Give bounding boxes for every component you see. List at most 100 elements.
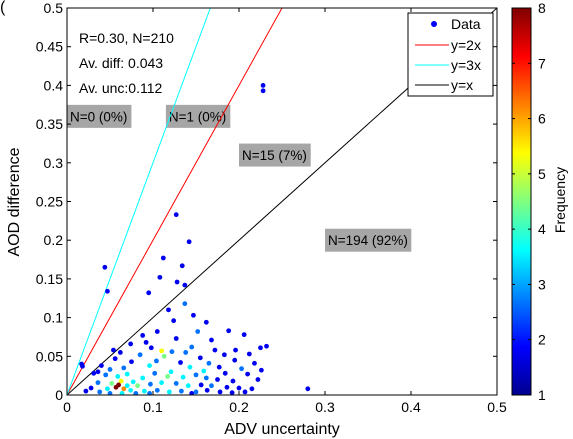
data-point xyxy=(137,352,143,358)
data-point xyxy=(133,391,139,395)
stats-text: R=0.30, N=210 Av. diff: 0.043 Av. unc:0.… xyxy=(79,30,174,96)
data-point xyxy=(121,386,127,392)
data-point xyxy=(102,264,108,270)
data-point xyxy=(140,333,146,338)
data-point xyxy=(187,364,193,370)
data-point xyxy=(305,386,311,392)
data-point xyxy=(95,380,101,386)
x-tick-label: 0.2 xyxy=(229,399,249,415)
data-point xyxy=(111,347,116,353)
data-point xyxy=(159,380,165,386)
data-point xyxy=(241,332,247,338)
data-point xyxy=(260,83,266,88)
y-axis-label: AOD difference xyxy=(6,147,23,256)
data-point xyxy=(178,388,184,394)
colorbar-tick-label: 8 xyxy=(538,0,546,16)
data-point xyxy=(173,336,179,341)
data-point xyxy=(119,391,125,395)
data-point xyxy=(186,239,192,245)
panel-label: ( xyxy=(0,0,6,16)
ref-line-3x xyxy=(67,8,211,395)
data-point xyxy=(124,383,130,389)
legend-label-1x: y=x xyxy=(451,77,473,93)
data-point xyxy=(185,383,191,389)
data-point xyxy=(217,389,223,395)
region-count-label: N=1 (0%) xyxy=(169,109,226,124)
data-point xyxy=(116,382,121,388)
data-point xyxy=(173,380,179,386)
data-point xyxy=(233,347,238,353)
data-point xyxy=(165,374,171,379)
data-point xyxy=(232,357,238,363)
data-point xyxy=(178,360,183,365)
data-point xyxy=(129,359,134,365)
data-point xyxy=(117,350,123,355)
data-point xyxy=(154,387,160,393)
data-point xyxy=(182,282,188,288)
legend: Data y=2x y=3x y=x xyxy=(407,12,494,97)
data-point xyxy=(159,348,165,354)
colorbar-tick-label: 1 xyxy=(538,387,546,403)
data-point xyxy=(201,368,207,374)
data-point xyxy=(189,391,195,395)
data-point xyxy=(168,369,174,375)
data-point xyxy=(216,364,222,370)
data-point xyxy=(142,388,147,394)
colorbar: 1 2 3 4 5 6 7 8 Frequency xyxy=(511,0,568,403)
data-point xyxy=(229,390,235,395)
legend-label-data: Data xyxy=(451,16,481,32)
data-point xyxy=(83,388,89,394)
data-point xyxy=(209,337,214,343)
data-point xyxy=(239,366,244,372)
data-point xyxy=(148,345,154,351)
data-point xyxy=(154,358,159,364)
region-count-label: N=15 (7%) xyxy=(242,148,307,163)
y-tick-label: 0.05 xyxy=(36,348,63,364)
colorbar-gradient xyxy=(511,7,532,396)
x-axis-label: ADV uncertainty xyxy=(224,421,340,438)
data-point xyxy=(258,345,263,351)
data-point xyxy=(193,372,199,378)
data-point xyxy=(154,329,160,334)
data-point xyxy=(189,344,195,350)
data-point xyxy=(246,351,252,357)
data-point xyxy=(171,318,177,324)
data-point xyxy=(222,370,228,376)
data-point xyxy=(249,386,255,392)
colorbar-tick-label: 6 xyxy=(538,111,546,127)
data-point xyxy=(197,355,203,361)
colorbar-tick-label: 2 xyxy=(538,332,546,348)
data-point xyxy=(193,389,199,395)
axis-ticks: 0 0.1 0.2 0.3 0.4 0.5 0 0.05 0.1 0.15 0.2 0.25 0.3 0.… xyxy=(36,0,507,415)
data-point xyxy=(107,391,113,395)
data-point xyxy=(203,375,209,381)
data-point xyxy=(215,377,220,382)
data-point xyxy=(182,301,188,307)
region-count-box xyxy=(165,104,231,128)
y-tick-label: 0.15 xyxy=(36,271,63,287)
data-point xyxy=(146,290,152,296)
data-point xyxy=(173,212,179,218)
data-point xyxy=(95,369,101,375)
data-point xyxy=(130,379,136,385)
data-point xyxy=(128,341,134,347)
data-point xyxy=(128,387,134,393)
region-count-boxes: N=0 (0%) N=1 (0%) N=15 (7%) N=194 (92%) xyxy=(67,104,412,252)
legend-marker-data xyxy=(431,21,437,27)
y-tick-label: 0.45 xyxy=(36,39,63,55)
y-tick-label: 0.3 xyxy=(44,155,64,171)
data-point xyxy=(143,339,149,345)
y-tick-label: 0.5 xyxy=(44,0,64,16)
data-point xyxy=(245,371,251,377)
data-point xyxy=(258,367,264,373)
data-point xyxy=(179,263,185,269)
data-point xyxy=(147,363,152,368)
x-tick-label: 0.5 xyxy=(487,399,507,415)
data-point xyxy=(174,279,180,285)
data-point xyxy=(140,375,146,381)
data-point xyxy=(230,378,236,384)
stat-line-3: Av. unc:0.112 xyxy=(79,80,162,96)
colorbar-ticks: 1 2 3 4 5 6 7 8 xyxy=(512,0,546,403)
data-point xyxy=(209,383,214,389)
